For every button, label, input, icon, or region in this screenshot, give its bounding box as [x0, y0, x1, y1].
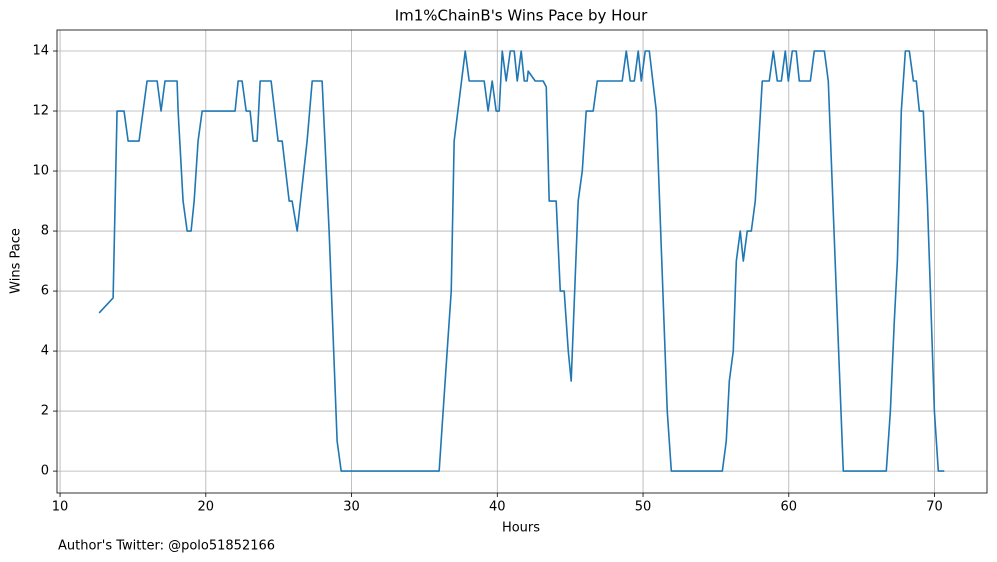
plot-frame: [56, 29, 988, 494]
y-tick-label: 6: [41, 284, 49, 299]
y-tick-label: 4: [41, 344, 49, 359]
x-tick-label: 60: [781, 500, 798, 515]
data-line: [98, 50, 945, 472]
x-tick-label: 70: [926, 500, 943, 515]
x-tick-label: 40: [489, 500, 506, 515]
y-tick-label: 8: [41, 224, 49, 239]
x-tick-label: 30: [343, 500, 360, 515]
y-tick-label: 14: [32, 44, 49, 59]
annotation: Author's Twitter: @polo51852166: [58, 539, 275, 554]
chart-title: Im1%ChainB's Wins Pace by Hour: [395, 7, 648, 25]
x-axis-title: Hours: [502, 521, 540, 536]
y-tick-label: 10: [32, 164, 49, 179]
x-tick-label: 20: [198, 500, 215, 515]
y-tick-label: 12: [32, 104, 49, 119]
y-axis-title: Wins Pace: [9, 228, 24, 294]
y-tick-label: 2: [41, 404, 49, 419]
y-tick-label: 0: [41, 464, 49, 479]
x-tick-label: 10: [52, 500, 69, 515]
x-tick-label: 50: [635, 500, 652, 515]
